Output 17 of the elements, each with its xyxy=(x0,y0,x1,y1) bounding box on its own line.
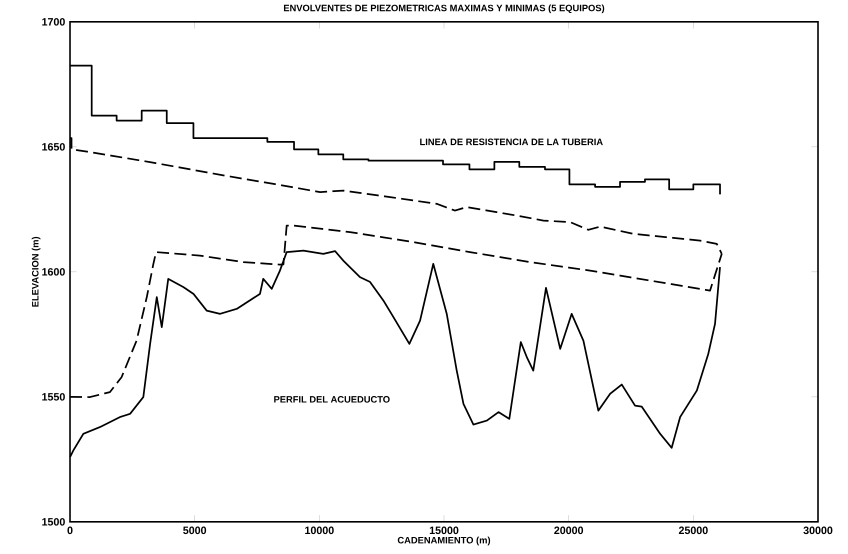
y-tick-label: 1550 xyxy=(42,393,65,401)
x-tick-label: 30000 xyxy=(803,526,832,534)
y-tick-label: 1500 xyxy=(42,518,65,526)
x-tick-label: 20000 xyxy=(554,526,584,534)
y-tick-label: 1650 xyxy=(42,143,65,151)
annotation: PERFIL DEL ACUEDUCTO xyxy=(274,396,390,403)
x-tick-label: 15000 xyxy=(430,526,458,534)
x-tick-label: 0 xyxy=(67,526,73,534)
y-tick-label: 1700 xyxy=(42,18,65,26)
x-axis-title: CADENAMIENTO (m) xyxy=(398,536,490,546)
x-tick-label: 25000 xyxy=(678,526,708,534)
x-tick-label: 10000 xyxy=(305,526,334,534)
y-axis-title: ELEVACION (m) xyxy=(32,236,40,307)
y-tick-label: 1600 xyxy=(42,268,65,276)
chart-title: ENVOLVENTES DE PIEZOMETRICAS MAXIMAS Y MINIMAS (5 EQUIPOS) xyxy=(284,4,604,14)
x-tick-label: 5000 xyxy=(183,526,206,534)
annotation: LINEA DE RESISTENCIA DE LA TUBERIA xyxy=(420,138,603,146)
